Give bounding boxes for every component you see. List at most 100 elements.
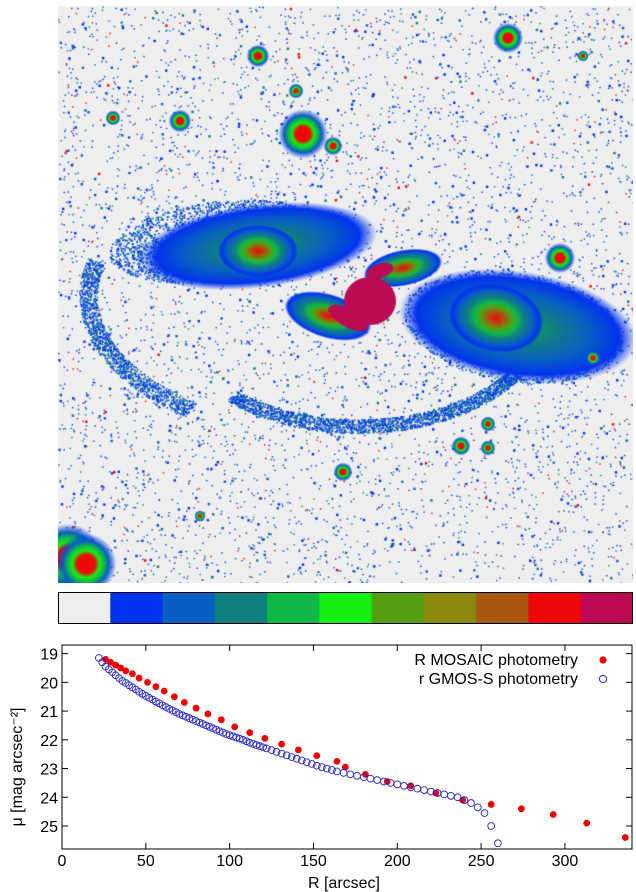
colorbar-swatch: [162, 592, 216, 624]
r-mosaic-point: [333, 757, 341, 765]
r-gmos-point: [205, 723, 214, 731]
r-mosaic-point: [144, 678, 151, 686]
legend-marker-r-gmos: [598, 674, 608, 684]
r-mosaic-point: [549, 811, 557, 818]
colorbar-swatch: [423, 592, 477, 624]
r-gmos-point: [473, 803, 482, 812]
r-gmos-point: [487, 822, 496, 830]
r-gmos-point: [292, 754, 301, 763]
r-gmos-point: [460, 796, 469, 805]
r-gmos-point: [277, 749, 286, 758]
x-tick-label: 300: [552, 853, 579, 870]
y-tick-label: 22: [40, 733, 58, 750]
r-gmos-point: [222, 730, 231, 738]
y-axis-title: μ [mag arcsec⁻²]: [9, 707, 26, 826]
data-points: [95, 654, 629, 848]
r-mosaic-point: [459, 796, 467, 804]
r-gmos-point: [259, 743, 268, 752]
y-tick-label: 19: [40, 647, 58, 664]
r-gmos-point: [192, 717, 200, 725]
r-gmos-point: [252, 741, 261, 749]
r-gmos-point: [267, 746, 276, 755]
legend-marker-r-mosaic: [599, 656, 607, 664]
x-tick-label: 0: [58, 853, 67, 870]
colorbar-swatch: [110, 592, 164, 624]
r-gmos-point: [202, 721, 211, 730]
legend-label-r-mosaic: R MOSAIC photometry: [414, 652, 578, 669]
r-gmos-point: [255, 742, 264, 750]
r-mosaic-point: [517, 805, 525, 813]
r-gmos-point: [219, 728, 227, 737]
r-gmos-point: [353, 771, 361, 780]
r-mosaic-point: [107, 658, 115, 666]
r-gmos-point: [480, 809, 489, 817]
r-gmos-point: [318, 763, 326, 771]
r-mosaic-point: [583, 819, 591, 827]
r-gmos-point: [420, 786, 428, 794]
r-gmos-point: [245, 738, 254, 747]
y-tick-label: 23: [40, 762, 58, 779]
colorbar: [58, 592, 633, 624]
r-mosaic-point: [170, 693, 178, 701]
r-gmos-point: [212, 725, 221, 734]
r-mosaic-point: [313, 752, 321, 760]
r-gmos-point: [249, 739, 257, 748]
r-mosaic-point: [180, 699, 188, 706]
r-mosaic-point: [160, 687, 168, 695]
colorbar-swatch: [528, 592, 582, 624]
r-gmos-point: [232, 733, 241, 742]
r-mosaic-point: [261, 734, 269, 742]
r-gmos-point: [272, 748, 281, 756]
r-mosaic-point: [129, 670, 136, 678]
r-gmos-point: [239, 735, 247, 744]
r-mosaic-point: [294, 746, 302, 754]
y-tick-label: 21: [40, 704, 58, 721]
r-gmos-point: [467, 799, 475, 807]
x-tick-label: 250: [468, 853, 495, 870]
legend: R MOSAIC photometry r GMOS-S photometry: [414, 652, 608, 688]
colorbar-swatch: [267, 592, 320, 624]
r-gmos-point: [242, 737, 251, 746]
r-gmos-point: [185, 714, 194, 723]
r-gmos-point: [307, 760, 316, 768]
r-gmos-point: [262, 744, 271, 753]
r-gmos-point: [188, 715, 197, 724]
axis-ticks: 0 50 100 150 200 250 300 19 20 21 22 23 24 25: [40, 645, 632, 870]
r-gmos-point: [215, 727, 224, 736]
r-gmos-point: [323, 764, 331, 773]
r-gmos-point: [195, 718, 204, 727]
plot-frame: [61, 644, 633, 850]
y-tick-label: 25: [40, 819, 58, 836]
colorbar-swatch: [319, 592, 373, 624]
y-tick-label: 20: [40, 675, 58, 692]
r-mosaic-point: [217, 716, 225, 724]
x-tick-label: 200: [384, 853, 411, 870]
r-gmos-point: [346, 770, 355, 779]
r-gmos-point: [366, 774, 375, 783]
x-tick-label: 100: [216, 853, 243, 870]
r-gmos-point: [282, 751, 291, 760]
r-gmos-point: [440, 790, 449, 799]
y-tick-label: 24: [40, 790, 58, 807]
r-gmos-point: [178, 711, 187, 720]
plot-frame-border: [61, 644, 633, 850]
r-mosaic-point: [122, 667, 130, 675]
r-gmos-point: [209, 724, 217, 733]
x-axis-title: R [arcsec]: [308, 875, 380, 892]
r-gmos-point: [373, 776, 382, 784]
r-gmos-point: [175, 710, 184, 718]
r-gmos-point: [287, 753, 296, 761]
colorbar-swatch: [580, 592, 633, 624]
surface-brightness-plot: 0 50 100 150 200 250 300 19 20 21 22 23 24 25 R MOSAI…: [9, 644, 633, 892]
colorbar-border: [58, 592, 633, 624]
r-gmos-point: [494, 839, 502, 848]
r-mosaic-point: [278, 740, 286, 748]
r-gmos-point: [302, 758, 311, 767]
colorbar-swatch: [476, 592, 529, 624]
r-gmos-point: [312, 761, 321, 770]
r-gmos-point: [229, 732, 237, 741]
r-gmos-point: [235, 734, 244, 743]
r-gmos-point: [225, 731, 234, 740]
r-mosaic-point: [102, 655, 109, 663]
colorbar-swatch: [214, 592, 268, 624]
